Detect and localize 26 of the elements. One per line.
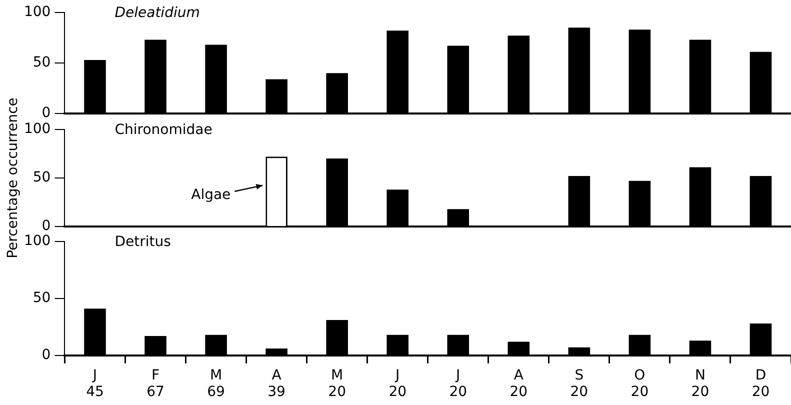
y-tick-label: 50 — [32, 54, 51, 71]
x-tick-label: F 67 — [146, 367, 164, 400]
x-tick-label: J 45 — [86, 367, 104, 400]
y-tick-label: 0 — [42, 218, 51, 234]
y-tick-label: 0 — [42, 105, 51, 122]
y-tick-label: 50 — [32, 290, 51, 306]
chart-title: Deleatidium — [114, 5, 200, 22]
y-tick-label: 0 — [42, 347, 51, 364]
x-tick-label: D 20 — [752, 367, 770, 400]
y-tick-label: 100 — [24, 4, 51, 20]
y-axis-title: Percentage occurrence — [5, 98, 21, 258]
chart-title: Chironomidae — [114, 122, 212, 138]
x-tick-label: A 20 — [510, 367, 528, 400]
y-tick-label: 100 — [24, 233, 51, 250]
y-tick-label: 50 — [32, 170, 51, 186]
x-tick-label: J 20 — [449, 367, 468, 400]
chart-title: Detritus — [114, 234, 171, 250]
x-tick-label: S 20 — [570, 367, 588, 400]
x-tick-label: M 20 — [328, 367, 346, 400]
x-tick-label: A 39 — [268, 367, 286, 400]
x-tick-label: M 69 — [207, 367, 225, 400]
x-tick-label: O 20 — [630, 367, 649, 400]
x-tick-label: N 20 — [691, 367, 710, 400]
y-tick-label: 100 — [24, 121, 51, 138]
x-tick-label: J 20 — [388, 367, 407, 400]
text: Algae — [191, 187, 231, 203]
